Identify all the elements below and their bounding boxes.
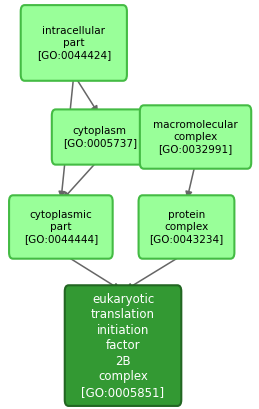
FancyBboxPatch shape	[140, 105, 251, 169]
Text: macromolecular
complex
[GO:0032991]: macromolecular complex [GO:0032991]	[153, 120, 238, 154]
FancyBboxPatch shape	[52, 109, 148, 164]
Text: eukaryotic
translation
initiation
factor
2B
complex
[GO:0005851]: eukaryotic translation initiation factor…	[82, 292, 164, 399]
Text: cytoplasm
[GO:0005737]: cytoplasm [GO:0005737]	[63, 126, 137, 148]
FancyBboxPatch shape	[21, 5, 127, 81]
Text: cytoplasmic
part
[GO:0044444]: cytoplasmic part [GO:0044444]	[24, 210, 98, 244]
Text: protein
complex
[GO:0043234]: protein complex [GO:0043234]	[149, 210, 224, 244]
FancyBboxPatch shape	[65, 285, 181, 406]
FancyBboxPatch shape	[9, 196, 113, 259]
Text: intracellular
part
[GO:0044424]: intracellular part [GO:0044424]	[37, 26, 111, 60]
FancyBboxPatch shape	[139, 196, 234, 259]
